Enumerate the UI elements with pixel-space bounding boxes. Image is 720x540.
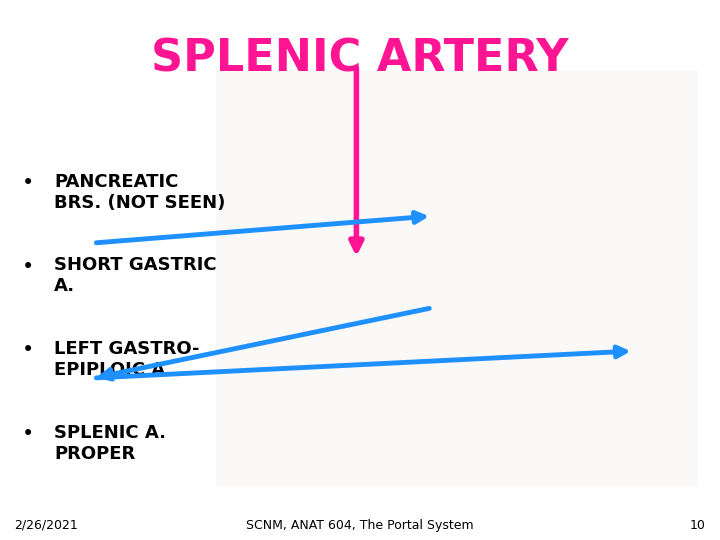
Text: SCNM, ANAT 604, The Portal System: SCNM, ANAT 604, The Portal System: [246, 519, 474, 532]
Text: SPLENIC ARTERY: SPLENIC ARTERY: [151, 38, 569, 81]
Text: •: •: [22, 340, 34, 360]
Text: 10: 10: [690, 519, 706, 532]
Text: •: •: [22, 424, 34, 444]
Text: SHORT GASTRIC
A.: SHORT GASTRIC A.: [54, 256, 217, 295]
Text: SPLENIC A.
PROPER: SPLENIC A. PROPER: [54, 424, 166, 463]
Text: 2/26/2021: 2/26/2021: [14, 519, 78, 532]
Text: LEFT GASTRO-
EPIPLOIC A.: LEFT GASTRO- EPIPLOIC A.: [54, 340, 199, 379]
Text: •: •: [22, 173, 34, 193]
Text: •: •: [22, 256, 34, 276]
Text: PANCREATIC
BRS. (NOT SEEN): PANCREATIC BRS. (NOT SEEN): [54, 173, 225, 212]
Bar: [216, 70, 698, 486]
